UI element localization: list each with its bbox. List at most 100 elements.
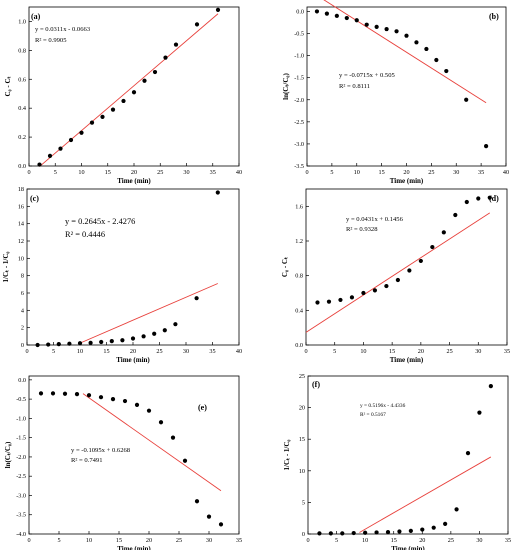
fit-equation: y = -0.0715x + 0.505 — [339, 72, 395, 79]
y-tick-label: 0 — [21, 342, 24, 349]
chart-panel: 0 5 10 15 20 25 30 35 40 0.0 0.2 0.4 0.6 0.8 1.0 Time (… — [4, 6, 242, 185]
x-axis-label: Time (min) — [390, 177, 424, 185]
y-tick-label: -3.5 — [294, 163, 304, 170]
x-axis-label: Time (min) — [117, 177, 151, 185]
data-point — [141, 334, 146, 339]
data-point — [215, 190, 220, 195]
data-point — [130, 336, 136, 341]
fit-r-squared: R² = 0.4446 — [65, 230, 105, 239]
y-tick-label: 18 — [18, 186, 24, 193]
fit-equation: y = 0.2645x - 2.4276 — [65, 217, 135, 226]
data-point — [68, 137, 74, 143]
plot-frame — [307, 375, 509, 535]
data-point — [110, 107, 116, 112]
data-point — [46, 342, 51, 347]
x-tick-label: 5 — [57, 537, 60, 544]
fit-line — [359, 456, 492, 533]
x-tick-label: 35 — [504, 348, 510, 355]
x-tick-label: 40 — [503, 169, 509, 176]
data-point — [47, 153, 53, 158]
data-point — [384, 26, 389, 32]
y-tick-label: 0.8 — [18, 47, 26, 54]
data-point — [110, 397, 116, 402]
data-point — [340, 531, 345, 536]
y-axis-label: 1/Cₜ - 1/C₀ — [283, 440, 291, 471]
y-tick-label: -0.5 — [294, 31, 304, 38]
data-point — [62, 391, 68, 396]
data-point — [328, 531, 333, 536]
data-point — [476, 196, 481, 201]
y-tick-label: 0 — [302, 531, 305, 538]
data-point — [317, 531, 322, 536]
x-axis-label: Time (min) — [116, 356, 150, 364]
fit-r-squared: R² = 0.7491 — [71, 457, 103, 464]
data-point — [351, 530, 356, 536]
x-axis-label: Time (min) — [391, 545, 425, 550]
x-tick-label: 15 — [391, 537, 397, 544]
fit-line — [79, 283, 218, 344]
fit-equation: y = 0.5196x - 4.4336 — [360, 403, 406, 409]
chart-panel: 0 5 10 15 20 25 30 35 0.0 -0.5 -1.0 -1.5 -2.0 -2.5 -3.… — [4, 375, 242, 550]
x-tick-label: 20 — [403, 169, 409, 176]
data-point — [443, 521, 448, 526]
x-tick-label: 30 — [183, 169, 189, 176]
y-axis-label: C₀ - Cₜ — [281, 257, 289, 277]
x-tick-label: 15 — [116, 537, 122, 544]
data-point — [218, 522, 224, 527]
x-tick-label: 25 — [157, 169, 163, 176]
data-point — [142, 78, 147, 83]
data-point — [404, 33, 409, 38]
y-tick-label: 0.4 — [18, 105, 26, 112]
data-point — [146, 408, 152, 413]
x-tick-label: 5 — [52, 348, 55, 355]
data-point — [77, 341, 83, 346]
x-tick-label: 20 — [419, 537, 425, 544]
data-point — [385, 530, 391, 535]
x-tick-label: 10 — [86, 537, 92, 544]
data-point — [215, 7, 221, 12]
y-tick-label: 0.4 — [295, 307, 303, 314]
y-tick-label: 0.8 — [295, 273, 303, 280]
data-point — [363, 530, 368, 535]
y-tick-label: -2.0 — [294, 97, 304, 104]
x-tick-label: 20 — [130, 348, 136, 355]
data-point — [397, 529, 402, 534]
x-tick-label: 30 — [183, 348, 189, 355]
x-tick-label: 5 — [54, 169, 57, 176]
data-point — [158, 420, 164, 425]
data-point — [384, 283, 389, 289]
x-tick-label: 30 — [476, 537, 482, 544]
data-point — [56, 342, 61, 347]
x-tick-label: 0 — [27, 169, 30, 176]
x-tick-label: 35 — [505, 537, 511, 544]
x-axis-label: Time (min) — [117, 545, 151, 550]
chart-panel: 0 5 10 15 20 25 30 35 40 0 2 4 6 8 10 12 14 16 18 Time (min… — [2, 186, 242, 364]
data-point — [182, 458, 188, 463]
data-point — [89, 120, 95, 125]
x-tick-label: 10 — [354, 169, 360, 176]
y-tick-label: -1.5 — [294, 75, 304, 82]
data-point — [484, 144, 489, 149]
y-tick-label: -2.5 — [16, 473, 26, 480]
data-point — [314, 9, 320, 14]
data-point — [194, 296, 199, 301]
data-point — [99, 339, 104, 345]
plot-frame — [28, 375, 240, 535]
plot-frame — [305, 188, 508, 346]
x-tick-label: 25 — [428, 169, 434, 176]
chart-panel: 0 5 10 15 20 25 30 35 0.0 0.4 0.8 1.2 1.6 Time (min) C… — [281, 188, 510, 364]
y-tick-label: 8 — [21, 273, 24, 280]
plot-frame — [306, 6, 507, 167]
data-point — [120, 338, 125, 343]
y-tick-label: 25 — [299, 373, 305, 380]
x-tick-label: 5 — [333, 348, 336, 355]
y-tick-label: -4.0 — [16, 531, 26, 538]
x-tick-label: 15 — [389, 348, 395, 355]
data-point — [374, 24, 379, 29]
data-point — [454, 507, 459, 512]
data-point — [37, 162, 42, 167]
fit-r-squared: R² = 0.8111 — [339, 83, 370, 90]
x-tick-label: 35 — [478, 169, 484, 176]
data-point — [464, 97, 469, 102]
